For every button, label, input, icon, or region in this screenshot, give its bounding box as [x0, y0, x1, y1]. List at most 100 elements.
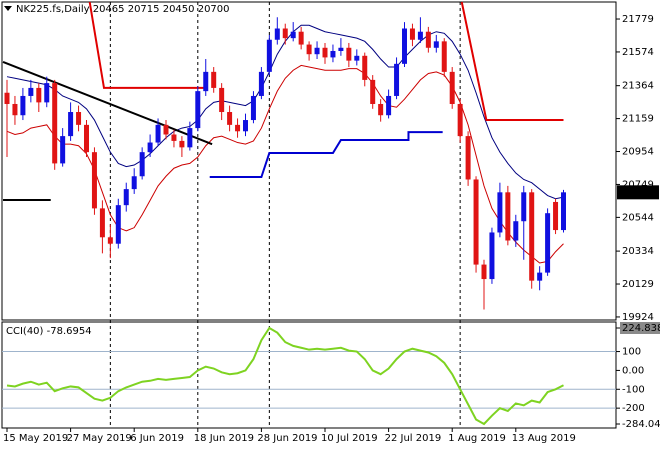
- candle-body: [378, 103, 384, 116]
- candle-body: [91, 152, 97, 209]
- price-label-box: [617, 185, 659, 200]
- y-tick-label: 20129: [622, 279, 654, 290]
- candle-body: [52, 83, 58, 164]
- y-tick-label: 20544: [622, 212, 654, 223]
- candle-body: [481, 264, 487, 280]
- candle-body: [107, 237, 113, 244]
- y-tick-label: 20749: [622, 179, 654, 190]
- candle-body: [322, 47, 328, 58]
- y-tick-label: 21159: [622, 114, 654, 125]
- candle-body: [489, 232, 495, 280]
- candle-body: [386, 95, 392, 116]
- high-value: 20715: [128, 4, 160, 15]
- y-tick-label: 21364: [622, 81, 654, 92]
- y-tick-label: 20954: [622, 147, 654, 158]
- x-tick-label: 15 May 2019: [3, 433, 68, 444]
- y-tick-label: 224.8386: [622, 323, 660, 334]
- candle-body: [409, 28, 415, 40]
- candle-body: [131, 176, 137, 190]
- price-panel: [1, 1, 617, 321]
- candle-body: [219, 87, 225, 113]
- candle-body: [290, 31, 296, 39]
- candle-body: [28, 87, 34, 96]
- drawn-line: [2, 60, 213, 146]
- low-value: 20450: [163, 4, 195, 15]
- candle-body: [282, 28, 288, 39]
- candle-body: [147, 142, 153, 153]
- candle-body: [139, 152, 145, 177]
- candle-body: [76, 112, 82, 125]
- open-value: 20465: [93, 4, 125, 15]
- candle-body: [441, 41, 447, 72]
- candle-body: [370, 79, 376, 104]
- candle-body: [521, 192, 527, 222]
- y-tick-label: 19924: [622, 312, 654, 323]
- x-tick-label: 13 Aug 2019: [512, 433, 576, 444]
- candle-body: [354, 55, 360, 61]
- candle-body: [513, 221, 519, 241]
- candle-body: [402, 28, 407, 64]
- candle-body: [362, 55, 368, 80]
- candle-body: [68, 112, 74, 137]
- header: NK225.fs,Daily 20465 20715 20450 20700: [16, 4, 230, 15]
- candle-body: [529, 192, 535, 281]
- candle-body: [274, 28, 280, 40]
- cci-value: -78.6954: [47, 326, 92, 337]
- candle-body: [258, 71, 264, 96]
- cci-header: CCI(40) -78.6954: [6, 326, 92, 337]
- candle-body: [12, 103, 18, 116]
- candle-body: [457, 103, 463, 137]
- y-tick-label-box: [620, 322, 660, 334]
- candle-body: [497, 192, 503, 233]
- candle-body: [163, 124, 169, 135]
- y-tick-label: -100: [622, 384, 645, 395]
- drawn-line: [460, 1, 564, 122]
- candle-body: [338, 47, 344, 51]
- candle-body: [306, 44, 312, 55]
- x-tick-label: 22 Jul 2019: [385, 433, 442, 444]
- collapse-icon: [4, 6, 12, 11]
- candle-body: [115, 205, 121, 244]
- candle-body: [314, 47, 320, 55]
- candle-body: [250, 95, 256, 121]
- candle-body: [60, 136, 66, 164]
- x-tick-label: 6 Jun 2019: [130, 433, 184, 444]
- y-tick-label: -200: [622, 403, 645, 414]
- candle-body: [4, 92, 10, 104]
- candle-body: [346, 47, 352, 61]
- y-tick-label: 21779: [622, 14, 654, 25]
- x-tick-label: 1 Aug 2019: [448, 433, 506, 444]
- candle-body: [433, 41, 439, 48]
- candle-body: [425, 31, 431, 48]
- x-tick-label: 10 Jul 2019: [321, 433, 378, 444]
- cci-panel: [1, 321, 617, 429]
- candle-body: [171, 134, 177, 141]
- candle-body: [473, 179, 479, 265]
- candle-body: [298, 31, 304, 45]
- candle-body: [505, 192, 511, 241]
- y-tick-label: 0.00: [622, 365, 644, 376]
- cci-line: [6, 326, 564, 426]
- x-tick-label: 18 Jun 2019: [194, 433, 254, 444]
- candle-body: [417, 31, 423, 40]
- candle-body: [266, 39, 272, 72]
- x-tick-label: 27 May 2019: [67, 433, 132, 444]
- candle-body: [537, 272, 543, 281]
- candle-body: [394, 63, 400, 96]
- candle-body: [545, 213, 551, 273]
- candle-body: [44, 83, 50, 103]
- close-value: 20700: [198, 4, 230, 15]
- candle-body: [36, 87, 42, 103]
- candle-body: [330, 50, 336, 58]
- candle-body: [235, 124, 241, 132]
- candle-body: [553, 201, 559, 231]
- y-tick-label: 100: [622, 347, 641, 358]
- candle-body: [227, 112, 233, 125]
- y-tick-label: 21574: [622, 47, 654, 58]
- candle-body: [203, 71, 209, 92]
- symbol: NK225.fs,Daily: [16, 4, 90, 15]
- candle-body: [449, 71, 455, 104]
- candle-body: [84, 124, 89, 153]
